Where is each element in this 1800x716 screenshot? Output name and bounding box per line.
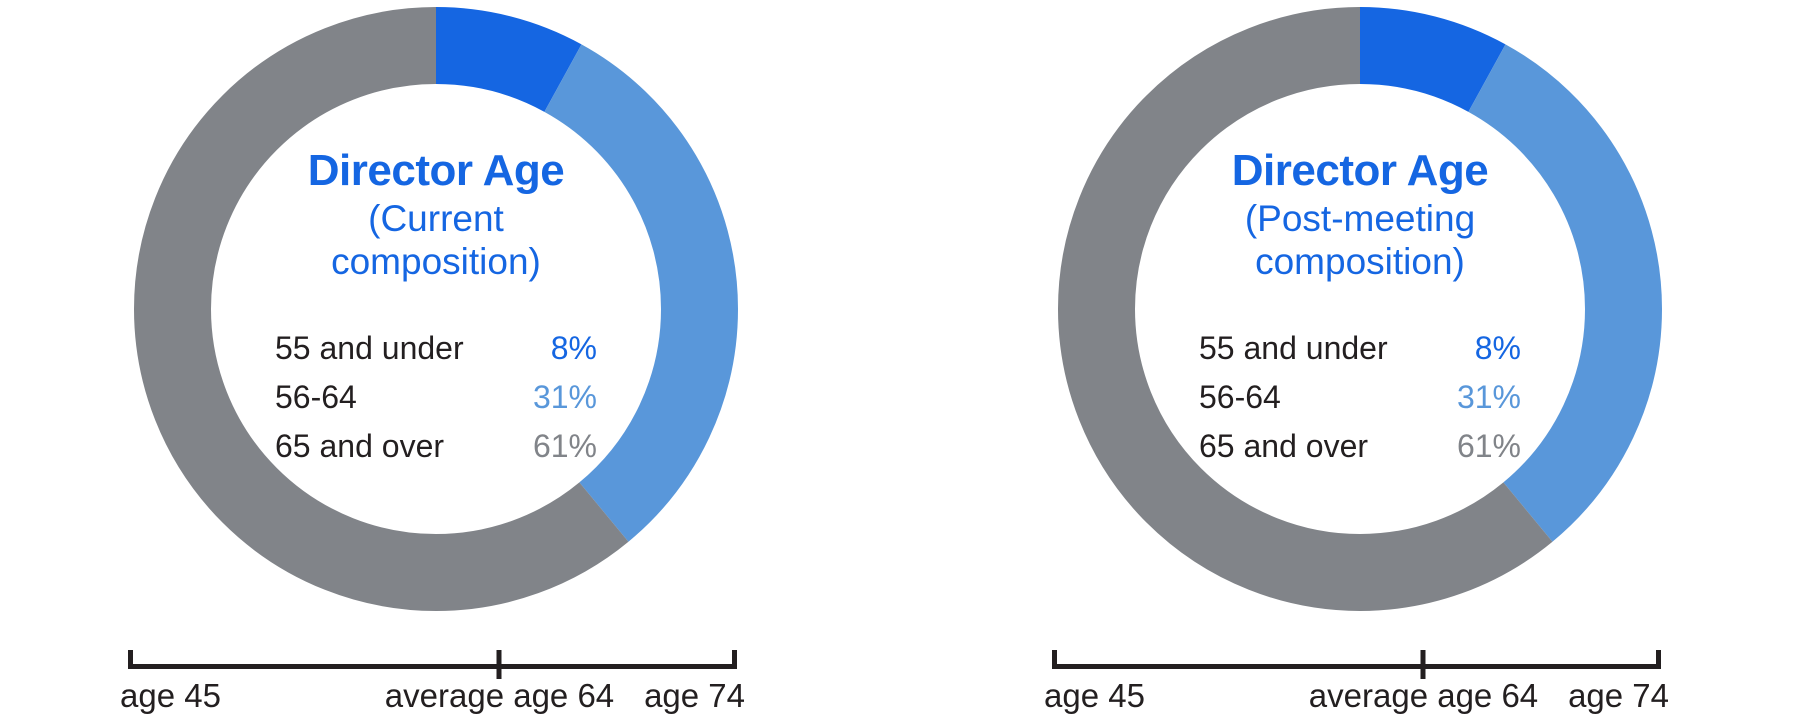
age-axis: age 45 average age 64 age 74 [1044, 650, 1669, 714]
axis-tick-right [1656, 650, 1661, 669]
axis-label-average: average age 64 [1308, 677, 1539, 714]
legend: 55 and under 8% 56-64 31% 65 and over 61… [275, 324, 597, 471]
legend-label: 65 and over [1199, 428, 1369, 464]
donut-segments [134, 7, 738, 611]
axis-tick-left [1052, 650, 1057, 669]
donut-segment-2 [1058, 7, 1662, 611]
legend-label: 56-64 [275, 379, 357, 415]
chart-title: Director Age [307, 146, 565, 195]
chart-subtitle: (Current composition) [331, 198, 541, 282]
donut-chart-post-meeting: Director Age (Post-meeting composition) … [1044, 0, 1669, 716]
legend-value: 31% [532, 379, 597, 415]
donut-ring-post-meeting: Director Age (Post-meeting composition) … [1058, 7, 1662, 611]
legend-label: 65 and over [275, 428, 445, 464]
axis-label-max: age 74 [1568, 677, 1669, 714]
donut-segment-1 [1058, 7, 1662, 611]
axis-tick-left [128, 650, 133, 669]
legend-label: 55 and under [275, 330, 464, 366]
legend-value: 8% [1474, 330, 1521, 366]
axis-label-min: age 45 [1044, 677, 1145, 714]
axis-tick-right [732, 650, 737, 669]
legend-value: 61% [1456, 428, 1521, 464]
chart-title: Director Age [1231, 146, 1489, 195]
donut-center-text: Director Age (Post-meeting composition) [1190, 145, 1530, 283]
donut-segment-1 [134, 7, 738, 611]
chart-subtitle: (Post-meeting composition) [1244, 198, 1476, 282]
legend-row: 65 and over 61% [1199, 422, 1521, 471]
legend-value: 61% [532, 428, 597, 464]
donut-chart-current: Director Age (Current composition) 55 an… [120, 0, 745, 716]
legend-label: 56-64 [1199, 379, 1281, 415]
donut-segment-2 [134, 7, 738, 611]
legend-value: 8% [550, 330, 597, 366]
axis-line [1052, 664, 1661, 669]
legend-value: 31% [1456, 379, 1521, 415]
donut-ring-current: Director Age (Current composition) 55 an… [134, 7, 738, 611]
age-axis: age 45 average age 64 age 74 [120, 650, 745, 714]
axis-label-min: age 45 [120, 677, 221, 714]
axis-label-max: age 74 [644, 677, 745, 714]
legend-row: 65 and over 61% [275, 422, 597, 471]
legend-label: 55 and under [1199, 330, 1388, 366]
legend: 55 and under 8% 56-64 31% 65 and over 61… [1199, 324, 1521, 471]
donut-center-text: Director Age (Current composition) [266, 145, 606, 283]
legend-row: 55 and under 8% [275, 324, 597, 373]
axis-label-average: average age 64 [384, 677, 615, 714]
donut-segments [1058, 7, 1662, 611]
legend-row: 56-64 31% [1199, 373, 1521, 422]
legend-row: 56-64 31% [275, 373, 597, 422]
axis-line [128, 664, 737, 669]
legend-row: 55 and under 8% [1199, 324, 1521, 373]
